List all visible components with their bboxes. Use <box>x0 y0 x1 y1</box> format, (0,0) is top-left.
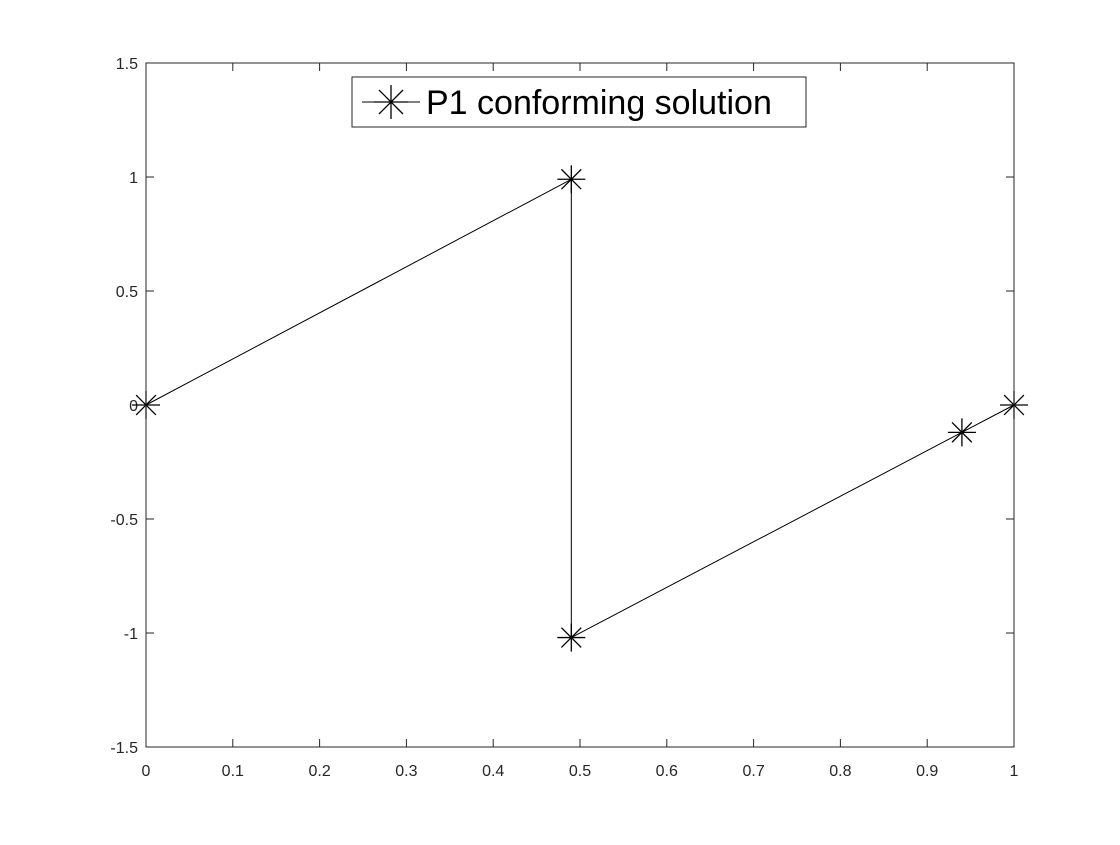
data-point-marker <box>947 418 976 447</box>
y-tick-label: 1.5 <box>116 56 138 73</box>
x-tick-label: 1 <box>1010 763 1019 780</box>
x-tick-label: 0.8 <box>829 763 851 780</box>
axes-background <box>146 63 1014 747</box>
x-tick-label: 0 <box>142 763 151 780</box>
y-tick-label: -1.5 <box>110 740 138 757</box>
legend-asterisk-icon <box>374 85 408 119</box>
legend-box <box>351 76 807 128</box>
x-tick-label: 0.1 <box>222 763 244 780</box>
x-tick-label: 0.9 <box>916 763 938 780</box>
x-tick-label: 0.3 <box>395 763 417 780</box>
x-tick-label: 0.2 <box>308 763 330 780</box>
y-tick-label: 0.5 <box>116 284 138 301</box>
data-point-marker <box>557 623 586 652</box>
y-tick-label: 1 <box>129 170 138 187</box>
x-tick-label: 0.5 <box>569 763 591 780</box>
axes-box <box>145 62 1015 748</box>
y-tick-label: -0.5 <box>110 512 138 529</box>
x-tick-label: 0.7 <box>742 763 764 780</box>
y-tick-label: 0 <box>129 398 138 415</box>
data-point-marker <box>557 165 586 194</box>
x-tick-label: 0.4 <box>482 763 504 780</box>
legend-asterisk-marker <box>374 85 408 119</box>
legend: P1 conforming solution <box>351 76 807 128</box>
axis-tick-labels: 0 0.1 0.2 0.3 0.4 0.5 0.6 0.7 0.8 0.9 1 -1.5 -1 -0.5 0… <box>110 56 1018 780</box>
legend-entry-label: P1 conforming solution <box>426 84 772 122</box>
x-tick-label: 0.6 <box>656 763 678 780</box>
y-tick-label: -1 <box>124 626 138 643</box>
